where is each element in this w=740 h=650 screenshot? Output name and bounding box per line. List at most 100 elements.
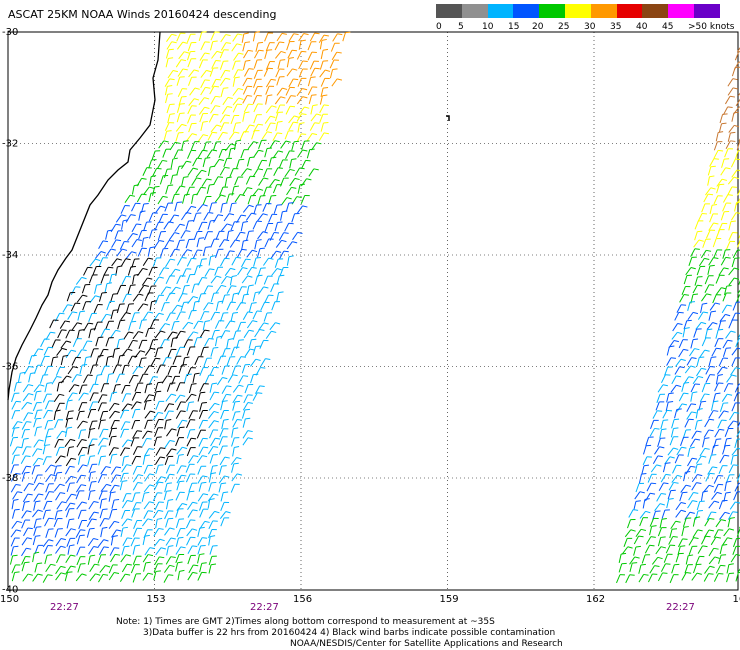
wind-barb [87, 445, 91, 455]
wind-barb [134, 382, 139, 392]
wind-barb-flag [158, 312, 164, 315]
wind-barb-flag [692, 500, 698, 503]
wind-barb [242, 77, 248, 87]
wind-barb [639, 511, 646, 519]
wind-barb [242, 204, 250, 213]
wind-barb-flag [75, 286, 81, 288]
wind-barb [243, 394, 249, 404]
wind-barb-flag [70, 438, 76, 442]
wind-barb [211, 79, 217, 88]
wind-barb [33, 474, 39, 484]
wind-barb-flag [60, 538, 66, 541]
wind-barb-flag [238, 384, 244, 387]
wind-barb [194, 265, 198, 275]
wind-barb [144, 410, 151, 419]
wind-barb [175, 132, 179, 142]
wind-barb [200, 70, 207, 78]
wind-barb [55, 566, 62, 575]
wind-barb [94, 284, 98, 294]
wind-barb [165, 49, 170, 59]
wind-barb-flag [322, 94, 328, 97]
wind-barb [11, 393, 15, 403]
wind-barb [223, 213, 230, 222]
wind-barb [89, 384, 94, 393]
wind-barb-flag [288, 56, 294, 59]
wind-barb-flag [713, 222, 719, 225]
wind-barb-flag [690, 267, 696, 270]
wind-barb [60, 356, 64, 366]
wind-barb [199, 329, 206, 339]
wind-barb-flag [238, 97, 244, 100]
wind-barb-flag [38, 493, 44, 496]
wind-barb [167, 331, 173, 340]
wind-barb [175, 519, 180, 529]
wind-barb-flag [660, 546, 666, 549]
wind-barb-flag [94, 563, 100, 566]
wind-barb-flag [35, 535, 41, 537]
wind-barb [689, 438, 696, 448]
wind-barb [657, 438, 661, 448]
wind-barb-flag [24, 471, 30, 474]
wind-barb [726, 573, 730, 583]
wind-barb-flag [208, 338, 214, 340]
wind-barb-flag [210, 535, 216, 538]
wind-barb [200, 122, 204, 132]
wind-barb [197, 466, 202, 475]
wind-barb [284, 130, 289, 140]
wind-barb-flag [709, 264, 715, 267]
wind-barb [664, 366, 669, 376]
wind-barb-flag [156, 390, 162, 393]
wind-barb-flag [229, 213, 235, 216]
wind-barb [148, 193, 152, 203]
wind-barb [264, 223, 269, 233]
wind-barb [265, 95, 268, 105]
wind-barb-flag [38, 439, 44, 442]
wind-barb [119, 410, 125, 419]
wind-barb-flag [225, 330, 231, 332]
wind-barb-flag [27, 493, 33, 496]
wind-barb [208, 564, 212, 574]
wind-barb [187, 501, 193, 510]
wind-barb [192, 249, 198, 259]
wind-barb [176, 257, 183, 266]
wind-barb [661, 374, 666, 384]
wind-barb [156, 364, 161, 374]
wind-barb [712, 238, 717, 248]
wind-barb-flag [125, 554, 131, 557]
wind-barb-flag [727, 393, 733, 396]
wind-barb-flag [151, 300, 157, 303]
wind-barb-flag [657, 410, 663, 412]
wind-barb-flag [151, 175, 157, 178]
wind-barb [142, 536, 146, 546]
wind-barb [232, 77, 236, 87]
wind-barb [704, 518, 710, 527]
wind-barb [125, 214, 132, 223]
wind-barb-flag [718, 328, 724, 331]
wind-barb [244, 384, 249, 394]
wind-barb [197, 572, 203, 581]
wind-barb [202, 158, 206, 168]
wind-barb-flag [247, 77, 253, 80]
wind-barb [23, 412, 29, 421]
wind-barb-flag [71, 349, 77, 352]
wind-barb [71, 374, 78, 383]
wind-barb [219, 61, 224, 70]
wind-barb [79, 365, 83, 374]
wind-barb-flag [237, 394, 243, 397]
wind-barb [193, 213, 197, 222]
wind-barb [141, 277, 148, 286]
wind-barb-flag [48, 539, 54, 542]
wind-barb-flag [294, 115, 300, 118]
wind-barb [709, 302, 716, 311]
wind-barb-flag [216, 50, 222, 54]
wind-barb-flag [119, 354, 125, 357]
wind-barb-flag [277, 120, 283, 123]
wind-barb-flag [133, 374, 139, 377]
wind-barb-flag [170, 556, 176, 559]
wind-barb [138, 230, 143, 240]
wind-barb [65, 418, 69, 428]
wind-barb-flag [665, 563, 671, 565]
wind-barb [728, 267, 735, 276]
wind-barb [257, 213, 264, 222]
wind-barb-flag [149, 186, 155, 189]
